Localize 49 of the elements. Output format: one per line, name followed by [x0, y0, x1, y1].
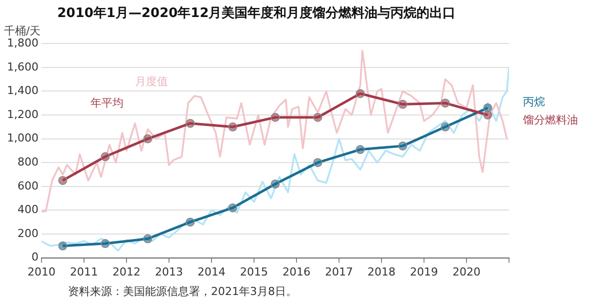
- point: [100, 152, 110, 162]
- point: [356, 145, 365, 154]
- point: [143, 234, 152, 244]
- x-tick-label: 2014: [197, 265, 226, 278]
- point: [398, 141, 408, 150]
- y-tick-label: 1,800: [6, 36, 38, 50]
- point: [313, 158, 322, 168]
- x-tick-label: 2018: [367, 265, 396, 278]
- text: 丙烷: [523, 95, 545, 108]
- point: [440, 122, 450, 132]
- chart-title: 2010年1月—2020年12月美国年度和月度馏分燃料油与丙烷的出口: [57, 5, 456, 22]
- x-tick-label: 2020: [452, 265, 480, 278]
- text: 馏分燃料油: [522, 113, 578, 126]
- y-tick-label: 1,000: [6, 132, 38, 145]
- x-tick-label: 2019: [410, 265, 438, 278]
- x-tick-label: 2013: [154, 265, 183, 278]
- x-tick-label: 2015: [240, 265, 268, 278]
- point: [313, 112, 322, 122]
- x-tick-label: 2017: [324, 265, 353, 278]
- point: [440, 98, 450, 108]
- point: [356, 89, 365, 98]
- point: [186, 118, 195, 128]
- point: [483, 110, 492, 120]
- point: [143, 134, 152, 144]
- x-tick-label: 2011: [70, 265, 98, 278]
- y-tick-label: 1,200: [6, 108, 38, 121]
- annotation: 年平均: [90, 96, 124, 110]
- y-tick-label: 1,600: [6, 60, 38, 74]
- y-tick-label: 200: [17, 226, 38, 240]
- point: [186, 218, 195, 227]
- x-tick-label: 2016: [282, 265, 310, 278]
- point: [58, 241, 68, 250]
- y-tick-label: 600: [17, 179, 38, 192]
- point: [100, 239, 110, 248]
- point: [270, 180, 280, 189]
- y-tick-label: 1,400: [6, 84, 38, 98]
- y-tick-label: 800: [17, 155, 38, 168]
- y-tick-label: 400: [17, 203, 38, 216]
- point: [58, 176, 68, 185]
- point: [270, 112, 280, 122]
- point: [228, 203, 238, 212]
- x-tick-label: 2010: [27, 265, 56, 278]
- point: [228, 122, 238, 132]
- annotation: 月度值: [134, 75, 168, 88]
- y-tick-label: 0: [31, 250, 38, 264]
- x-tick-label: 2012: [112, 265, 140, 278]
- text: 资料来源：美国能源信息署，2021年3月8日。: [68, 284, 297, 298]
- point: [398, 100, 408, 109]
- y-axis-title: 千桶/天: [4, 24, 41, 38]
